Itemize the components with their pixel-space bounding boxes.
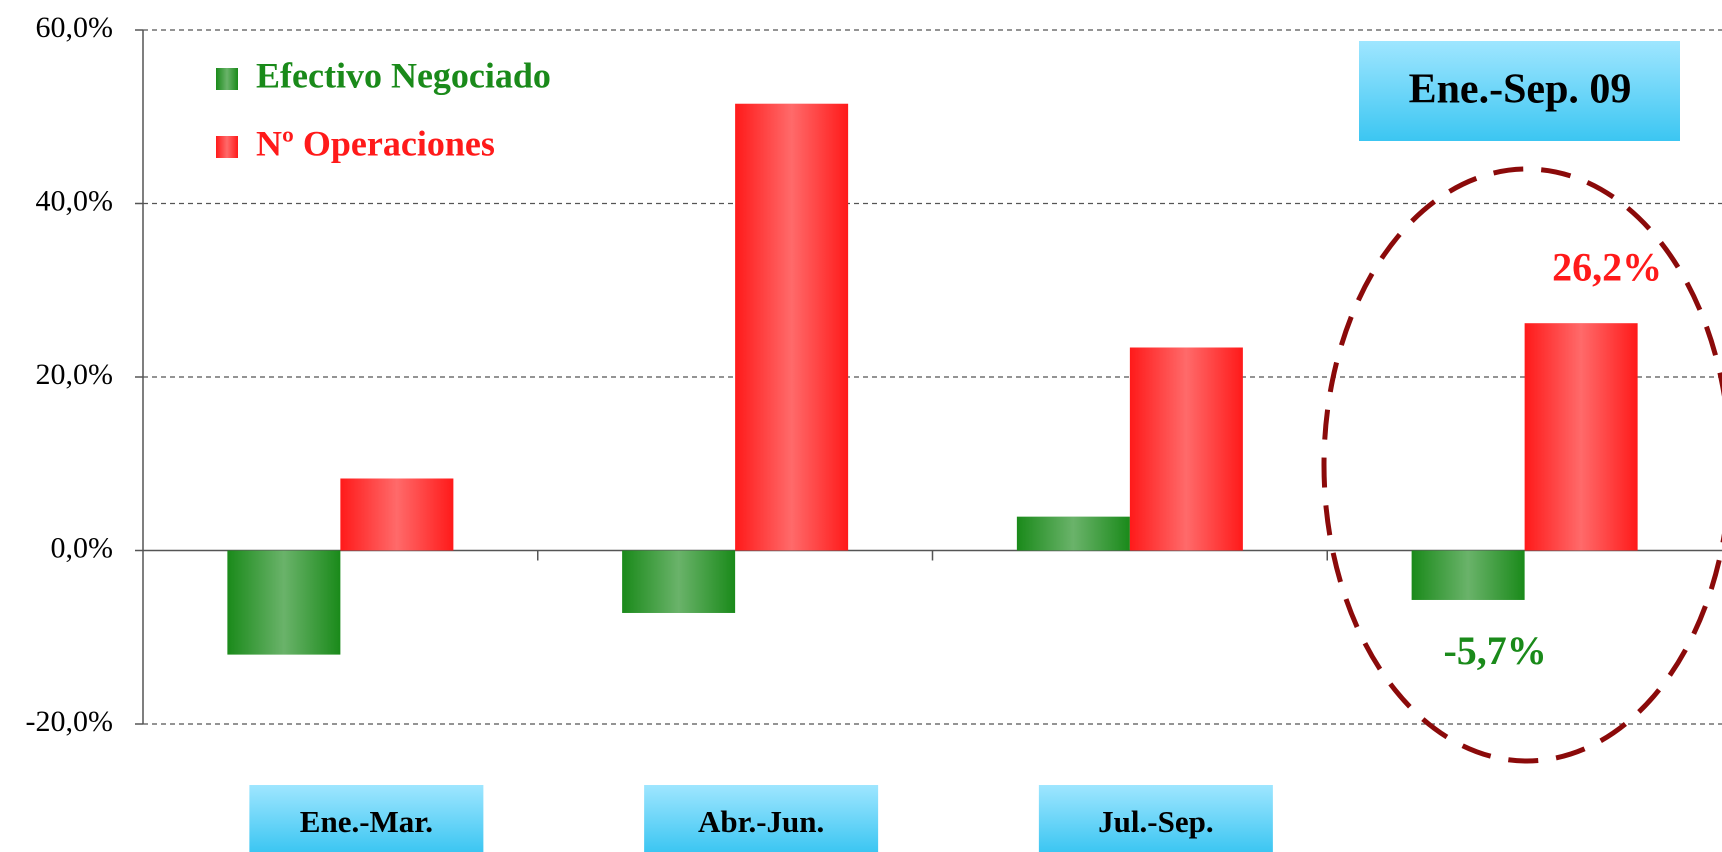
bar-shine bbox=[340, 478, 454, 551]
bar-shine bbox=[622, 550, 736, 613]
value-label: -5,7% bbox=[1443, 628, 1546, 673]
y-tick-label: 60,0% bbox=[36, 11, 114, 44]
bar-shine bbox=[1411, 550, 1525, 600]
category-box bbox=[1359, 41, 1680, 141]
plot: -20,0% 0,0% 20,0% 40,0% 60,0% -5,7% 26,2% Ene.-… bbox=[26, 11, 1722, 852]
bar-shine bbox=[1016, 516, 1130, 551]
bar-shine bbox=[1524, 323, 1638, 551]
x-tick-label: Abr.-Jun. bbox=[698, 804, 824, 839]
category-box bbox=[644, 785, 879, 852]
category-box bbox=[1038, 785, 1273, 852]
y-tick-label: 20,0% bbox=[36, 358, 114, 391]
legend-label: Efectivo Negociado bbox=[256, 55, 551, 95]
value-label: 26,2% bbox=[1552, 244, 1662, 289]
x-tick-label: Ene.-Mar. bbox=[300, 804, 433, 839]
bar-shine bbox=[1129, 347, 1243, 551]
legend-swatch-shine bbox=[216, 68, 238, 90]
x-tick-label: Jul.-Sep. bbox=[1098, 804, 1213, 839]
y-tick-label: 40,0% bbox=[36, 184, 114, 217]
bar-shine bbox=[735, 103, 849, 551]
legend-swatch-shine bbox=[216, 136, 238, 158]
bar-shine bbox=[227, 550, 341, 655]
highlight-ellipse bbox=[1321, 166, 1722, 764]
legend-label: Nº Operaciones bbox=[256, 123, 495, 163]
y-tick-label: 0,0% bbox=[51, 531, 114, 564]
y-tick-label: -20,0% bbox=[26, 705, 113, 738]
x-tick-label: Ene.-Sep. 09 bbox=[1409, 67, 1632, 113]
category-box bbox=[249, 785, 484, 852]
